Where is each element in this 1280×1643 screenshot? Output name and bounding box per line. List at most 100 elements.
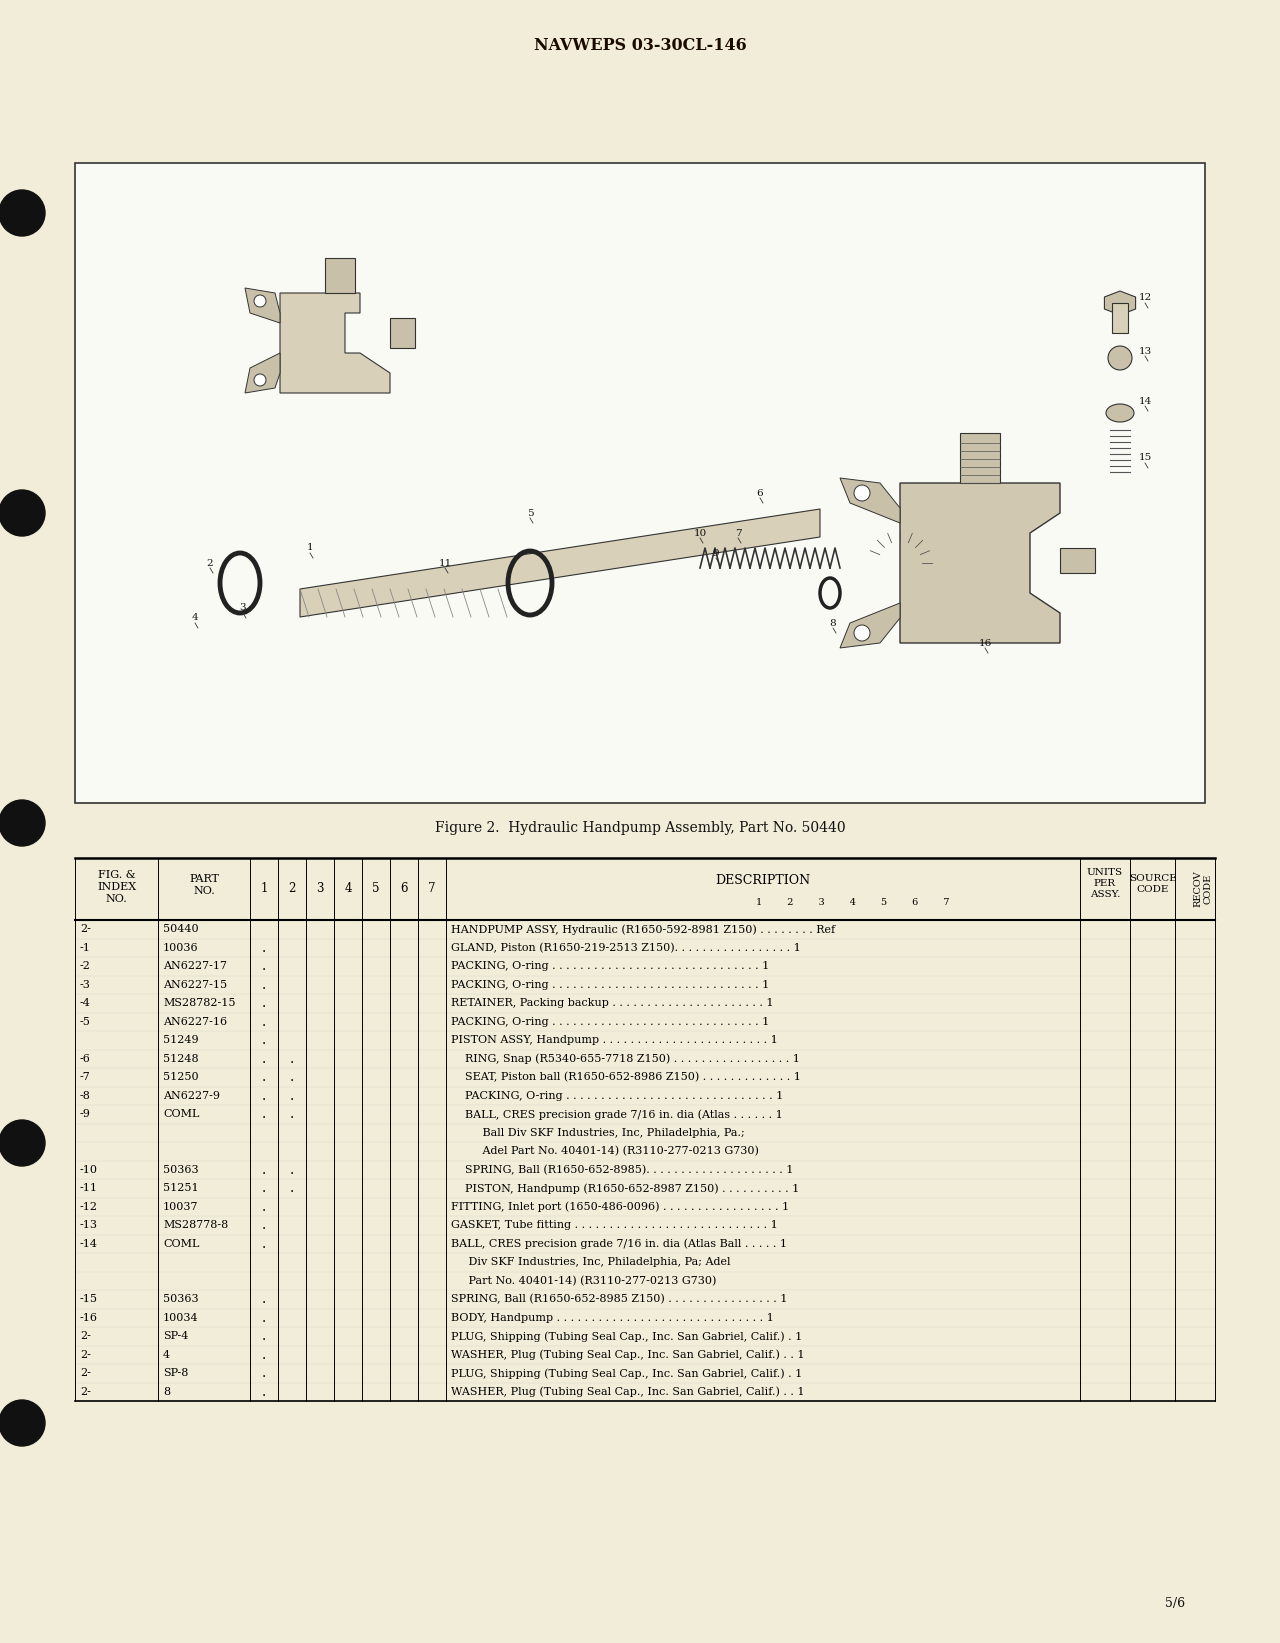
Text: 2-: 2- [79,1351,91,1360]
Text: .: . [262,1293,266,1306]
Text: Div SKF Industries, Inc, Philadelphia, Pa; Adel: Div SKF Industries, Inc, Philadelphia, P… [451,1257,731,1267]
Polygon shape [1105,291,1135,315]
Text: 2-: 2- [79,925,91,935]
Text: -2: -2 [79,961,91,971]
Text: .: . [262,1237,266,1250]
Circle shape [854,624,870,641]
Text: .: . [262,1199,266,1214]
Text: .: . [262,960,266,973]
Text: 51248: 51248 [163,1053,198,1063]
Text: 16: 16 [978,639,992,647]
Text: AN6227-17: AN6227-17 [163,961,227,971]
Text: 8: 8 [829,618,836,628]
Text: UNITS: UNITS [1087,868,1123,877]
Text: .: . [262,1217,266,1232]
Text: -8: -8 [79,1091,91,1101]
Text: ASSY.: ASSY. [1089,891,1120,899]
Text: .: . [262,1311,266,1324]
Text: -3: -3 [79,979,91,989]
Text: WASHER, Plug (Tubing Seal Cap., Inc. San Gabriel, Calif.) . . 1: WASHER, Plug (Tubing Seal Cap., Inc. San… [451,1387,805,1397]
Text: PACKING, O-ring . . . . . . . . . . . . . . . . . . . . . . . . . . . . . . 1: PACKING, O-ring . . . . . . . . . . . . … [451,1091,783,1101]
Text: -9: -9 [79,1109,91,1119]
Polygon shape [244,288,280,324]
Text: 13: 13 [1138,347,1152,355]
Text: PACKING, O-ring . . . . . . . . . . . . . . . . . . . . . . . . . . . . . . 1: PACKING, O-ring . . . . . . . . . . . . … [451,961,769,971]
Circle shape [253,375,266,386]
Text: 10036: 10036 [163,943,198,953]
Text: 5: 5 [372,882,380,894]
Text: 10034: 10034 [163,1313,198,1323]
Text: .: . [262,978,266,992]
Text: PART: PART [189,874,219,884]
Text: 7: 7 [735,529,741,537]
Text: .: . [289,1089,294,1102]
Text: INDEX: INDEX [97,882,136,892]
Text: 8: 8 [163,1387,170,1397]
Text: GLAND, Piston (R1650-219-2513 Z150). . . . . . . . . . . . . . . . . 1: GLAND, Piston (R1650-219-2513 Z150). . .… [451,943,801,953]
Text: 3: 3 [316,882,324,894]
Text: FIG. &: FIG. & [97,871,136,881]
Text: -11: -11 [79,1183,99,1193]
Text: 50363: 50363 [163,1165,198,1175]
Text: 11: 11 [438,559,452,567]
Text: 7: 7 [429,882,435,894]
Text: .: . [262,1181,266,1194]
Bar [390,319,415,348]
Text: PISTON ASSY, Handpump . . . . . . . . . . . . . . . . . . . . . . . . 1: PISTON ASSY, Handpump . . . . . . . . . … [451,1035,778,1045]
Text: 50363: 50363 [163,1295,198,1305]
Text: AN6227-16: AN6227-16 [163,1017,227,1027]
Text: -13: -13 [79,1221,99,1231]
Text: .: . [262,1163,266,1176]
Text: CODE: CODE [1137,886,1169,894]
Text: 2: 2 [206,559,214,567]
Text: 51251: 51251 [163,1183,198,1193]
Text: COML: COML [163,1109,200,1119]
Text: 14: 14 [1138,396,1152,406]
Text: .: . [289,1070,294,1084]
Bar [1112,302,1128,334]
Text: 1: 1 [307,544,314,552]
Text: 10037: 10037 [163,1201,198,1213]
Text: BALL, CRES precision grade 7/16 in. dia (Atlas . . . . . . 1: BALL, CRES precision grade 7/16 in. dia … [451,1109,783,1119]
Text: 51250: 51250 [163,1073,198,1083]
Text: .: . [262,1329,266,1344]
Text: -5: -5 [79,1017,91,1027]
Text: -10: -10 [79,1165,99,1175]
Text: WASHER, Plug (Tubing Seal Cap., Inc. San Gabriel, Calif.) . . 1: WASHER, Plug (Tubing Seal Cap., Inc. San… [451,1349,805,1360]
Text: 12: 12 [1138,294,1152,302]
Text: .: . [262,1052,266,1066]
Text: .: . [262,1089,266,1102]
Polygon shape [840,603,900,647]
Text: .: . [262,1367,266,1380]
Text: .: . [262,1033,266,1047]
Text: .: . [262,941,266,955]
Text: .: . [289,1163,294,1176]
Text: HANDPUMP ASSY, Hydraulic (R1650-592-8981 Z150) . . . . . . . . Ref: HANDPUMP ASSY, Hydraulic (R1650-592-8981… [451,923,835,935]
Text: Part No. 40401-14) (R3110-277-0213 G730): Part No. 40401-14) (R3110-277-0213 G730) [451,1275,717,1286]
Text: SP-8: SP-8 [163,1369,188,1378]
Text: .: . [289,1052,294,1066]
Text: -7: -7 [79,1073,91,1083]
Text: 2-: 2- [79,1369,91,1378]
Text: PER: PER [1094,879,1116,887]
Text: -6: -6 [79,1053,91,1063]
Text: 10: 10 [694,529,707,537]
Text: COML: COML [163,1239,200,1249]
Polygon shape [840,478,900,522]
Bar [76,163,1204,803]
Text: 2-: 2- [79,1331,91,1341]
Text: 15: 15 [1138,453,1152,462]
Text: -15: -15 [79,1295,99,1305]
Text: .: . [262,996,266,1010]
Text: 4: 4 [344,882,352,894]
Text: SEAT, Piston ball (R1650-652-8986 Z150) . . . . . . . . . . . . . 1: SEAT, Piston ball (R1650-652-8986 Z150) … [451,1073,801,1083]
Text: PACKING, O-ring . . . . . . . . . . . . . . . . . . . . . . . . . . . . . . 1: PACKING, O-ring . . . . . . . . . . . . … [451,1017,769,1027]
Text: .: . [262,1107,266,1121]
Text: MS28782-15: MS28782-15 [163,999,236,1009]
Text: GASKET, Tube fitting . . . . . . . . . . . . . . . . . . . . . . . . . . . . 1: GASKET, Tube fitting . . . . . . . . . .… [451,1221,778,1231]
Bar [1060,549,1094,573]
Text: AN6227-15: AN6227-15 [163,979,227,989]
Text: SP-4: SP-4 [163,1331,188,1341]
Text: AN6227-9: AN6227-9 [163,1091,220,1101]
Text: DESCRIPTION: DESCRIPTION [716,874,810,887]
